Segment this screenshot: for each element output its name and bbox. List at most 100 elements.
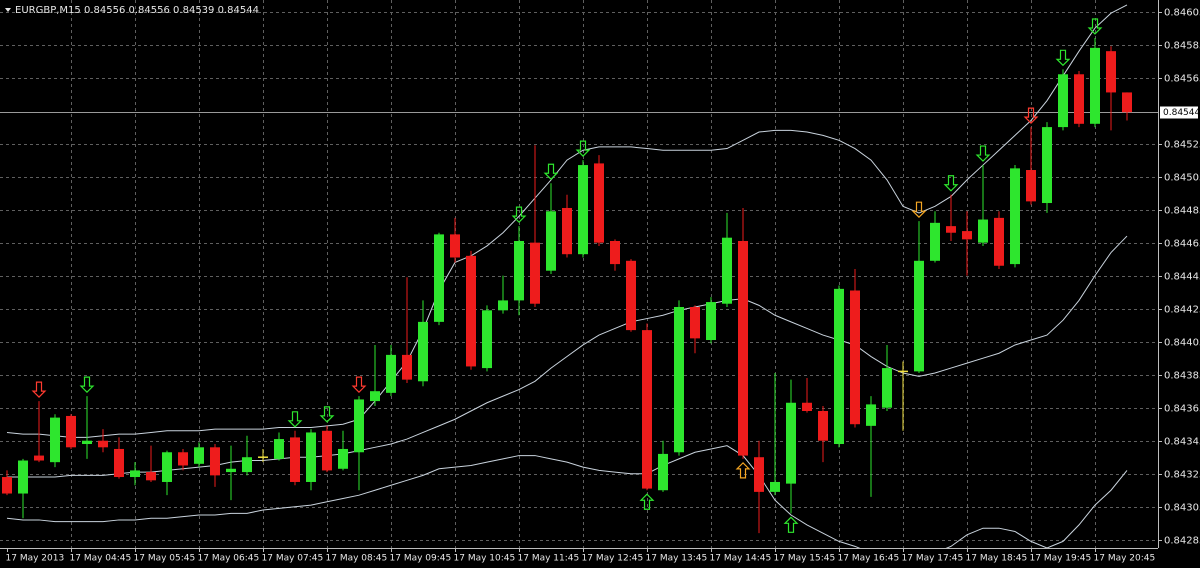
candle-body: [354, 399, 364, 453]
signal-arrow: [351, 376, 367, 393]
menu-triangle: [5, 8, 11, 12]
candle-body: [242, 457, 252, 473]
candle-body: [226, 468, 236, 473]
x-tick-label: 17 May 2013: [6, 554, 65, 564]
y-tick-label: 0.84365: [1164, 404, 1200, 415]
candle-body: [738, 240, 748, 456]
candle-body: [642, 330, 652, 489]
candle-body: [706, 302, 716, 341]
candle-body: [1106, 51, 1116, 93]
x-tick-label: 17 May 13:45: [646, 554, 708, 564]
candle-body: [178, 452, 188, 466]
candle-body: [50, 417, 60, 463]
candle-body: [946, 226, 956, 233]
ohlc-low: 0.84539: [173, 5, 214, 16]
marker-layer: [31, 18, 1103, 533]
candle-body: [578, 165, 588, 255]
bollinger-band: [6, 445, 1128, 548]
candle-body: [146, 472, 156, 481]
candle-body: [114, 448, 124, 478]
x-tick-label: 17 May 12:45: [582, 554, 644, 564]
candle-body: [418, 321, 428, 382]
candle-body: [194, 447, 204, 464]
bollinger-band: [6, 4, 1128, 438]
signal-arrow: [1023, 107, 1039, 124]
candle-body: [930, 222, 940, 261]
x-tick-label: 17 May 19:45: [1030, 554, 1092, 564]
current-price-box: [1160, 106, 1198, 119]
candle-body: [994, 217, 1004, 266]
symbol: EURGBP,M15: [15, 5, 81, 16]
x-tick-label: 17 May 10:45: [454, 554, 516, 564]
candle-body: [962, 231, 972, 240]
signal-arrow: [575, 140, 591, 157]
current-price-label: 0.84544: [1163, 108, 1200, 118]
candle-body: [2, 477, 12, 494]
candle-body: [514, 240, 524, 301]
signal-arrow: [319, 406, 335, 423]
candle-body: [162, 452, 172, 482]
candle-body: [210, 447, 220, 476]
x-tick-label: 17 May 14:45: [710, 554, 772, 564]
candle-body: [434, 234, 444, 322]
x-tick-label: 17 May 08:45: [326, 554, 388, 564]
candle-body: [850, 290, 860, 425]
candle-body: [802, 402, 812, 411]
chart-title: EURGBP,M15 0.84556 0.84556 0.84539 0.845…: [15, 5, 259, 16]
y-tick-label: 0.84325: [1164, 470, 1200, 481]
y-tick-label: 0.84305: [1164, 503, 1200, 514]
signal-arrow: [783, 516, 799, 533]
candle-body: [306, 432, 316, 482]
candle-body: [594, 163, 604, 243]
x-tick-label: 17 May 06:45: [198, 554, 260, 564]
x-tick-label: 17 May 16:45: [838, 554, 900, 564]
band-layer: [6, 4, 1128, 548]
y-tick-label: 0.84605: [1164, 8, 1200, 19]
candle-body: [1010, 168, 1020, 265]
candle-body: [322, 430, 332, 471]
candle-layer: [2, 37, 1132, 534]
candle-body: [130, 470, 140, 478]
candle-body: [610, 240, 620, 265]
candle-body: [274, 439, 284, 459]
candle-body: [562, 207, 572, 255]
candle-body: [1058, 74, 1068, 128]
y-tick-label: 0.84445: [1164, 272, 1200, 283]
candle-body: [978, 219, 988, 243]
x-tick-label: 17 May 17:45: [902, 554, 964, 564]
candle-body: [674, 307, 684, 453]
signal-arrow: [511, 206, 527, 223]
candle-body: [770, 481, 780, 492]
x-tick-label: 17 May 18:45: [966, 554, 1028, 564]
signal-arrow: [1087, 18, 1103, 35]
signal-arrow: [639, 493, 655, 510]
candle-body: [722, 237, 732, 304]
signal-arrow: [79, 376, 95, 393]
ohlc-open: 0.84556: [84, 5, 125, 16]
x-tick-label: 17 May 20:45: [1094, 554, 1156, 564]
signal-arrow: [975, 145, 991, 162]
candle-body: [386, 354, 396, 393]
candle-body: [786, 402, 796, 484]
candle-body: [546, 211, 556, 271]
candle-body: [290, 437, 300, 482]
y-tick-label: 0.84385: [1164, 371, 1200, 382]
candle-body: [834, 288, 844, 445]
y-tick-label: 0.84525: [1164, 140, 1200, 151]
signal-arrow: [911, 201, 927, 219]
x-tick-label: 17 May 04:45: [70, 554, 132, 564]
y-tick-label: 0.84565: [1164, 74, 1200, 85]
candle-body: [34, 455, 44, 461]
y-tick-label: 0.84465: [1164, 239, 1200, 250]
candle-body: [882, 368, 892, 408]
ohlc-close: 0.84544: [218, 5, 259, 16]
y-tick-label: 0.84485: [1164, 206, 1200, 217]
y-tick-label: 0.84585: [1164, 41, 1200, 52]
signal-arrow: [543, 163, 559, 181]
candle-body: [338, 448, 348, 469]
candle-body: [1074, 74, 1084, 124]
candle-body: [18, 460, 28, 494]
signal-arrow: [735, 462, 751, 479]
